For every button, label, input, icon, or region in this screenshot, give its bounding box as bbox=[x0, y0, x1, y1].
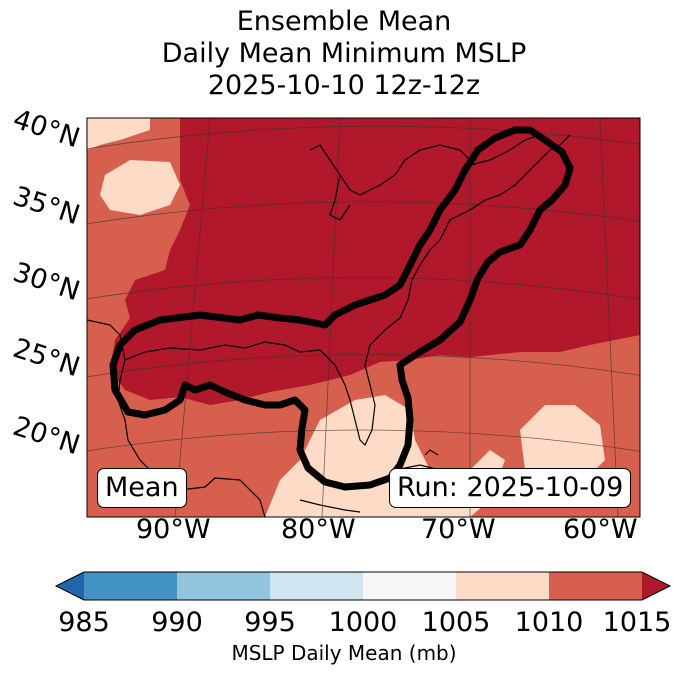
title-line-2: Daily Mean Minimum MSLP bbox=[161, 38, 527, 69]
colorbar-tick-985: 985 bbox=[58, 607, 110, 638]
lon-label-70w: 70°W bbox=[421, 514, 496, 545]
colorbar-segment bbox=[270, 572, 363, 600]
colorbar-segment bbox=[549, 572, 642, 600]
colorbar-arrow-high bbox=[642, 572, 670, 600]
map-area bbox=[87, 118, 640, 517]
pressure-patch-northwest bbox=[87, 118, 150, 150]
colorbar-arrow-low bbox=[56, 572, 84, 600]
lon-label-90w: 90°W bbox=[136, 514, 211, 545]
colorbar-tick-990: 990 bbox=[151, 607, 203, 638]
pressure-patch-east bbox=[520, 405, 605, 485]
colorbar-segment bbox=[456, 572, 549, 600]
colorbar-label: MSLP Daily Mean (mb) bbox=[231, 641, 457, 665]
colorbar-tick-1005: 1005 bbox=[421, 607, 491, 638]
contour-outline bbox=[109, 126, 574, 491]
colorbar-tick-995: 995 bbox=[244, 607, 296, 638]
coastlines bbox=[87, 134, 571, 517]
run-date-label-box: Run: 2025-10-09 bbox=[389, 468, 632, 508]
map-frame bbox=[86, 117, 641, 518]
colorbar-segment bbox=[177, 572, 270, 600]
lon-label-80w: 80°W bbox=[281, 514, 356, 545]
colorbar-outline bbox=[54, 571, 672, 601]
colorbar bbox=[54, 571, 672, 601]
colorbar-segment bbox=[363, 572, 456, 600]
colorbar-tick-1010: 1010 bbox=[514, 607, 584, 638]
colorbar-segment bbox=[84, 572, 177, 600]
mean-label-box: Mean bbox=[97, 468, 187, 508]
title-line-3: 2025-10-10 12z-12z bbox=[207, 70, 481, 101]
lon-label-60w: 60°W bbox=[563, 514, 638, 545]
colorbar-tick-1000: 1000 bbox=[328, 607, 398, 638]
colorbar-tick-1015: 1015 bbox=[602, 607, 672, 638]
title-line-1: Ensemble Mean bbox=[236, 6, 452, 37]
pressure-patch-west bbox=[100, 160, 180, 215]
